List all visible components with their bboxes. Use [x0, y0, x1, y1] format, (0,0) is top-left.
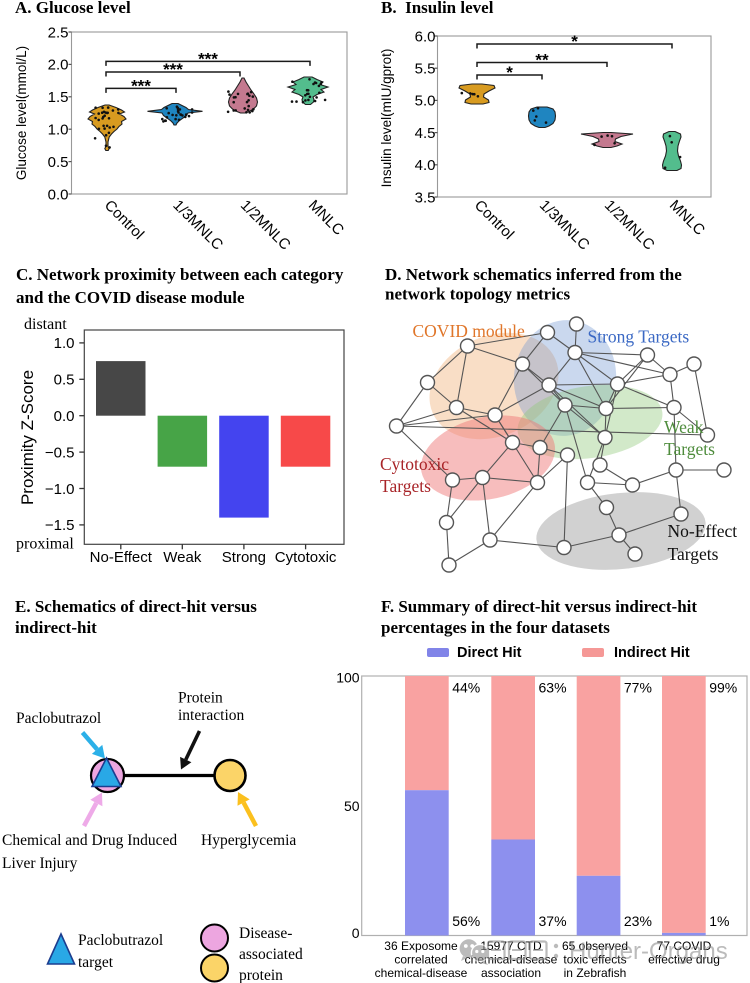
svg-text:Control: Control: [471, 197, 517, 243]
svg-text:Proximity Z-Score: Proximity Z-Score: [18, 370, 37, 505]
svg-text:Insulin level(mIU/gprot): Insulin level(mIU/gprot): [379, 49, 394, 188]
svg-text:63%: 63%: [539, 680, 567, 696]
svg-text:chemical-disease: chemical-disease: [375, 966, 468, 980]
svg-text:0.0: 0.0: [48, 186, 69, 203]
svg-text:***: ***: [131, 76, 151, 95]
svg-text:Indirect Hit: Indirect Hit: [614, 645, 690, 661]
svg-text:percentages in the four datase: percentages in the four datasets: [381, 618, 610, 637]
svg-text:toxic effects: toxic effects: [563, 953, 626, 967]
svg-text:4.5: 4.5: [415, 125, 436, 142]
svg-text:interaction: interaction: [178, 707, 245, 724]
svg-text:C. Network proximity between e: C. Network proximity between each catego…: [16, 265, 344, 284]
svg-text:1.5: 1.5: [48, 89, 69, 106]
svg-text:in Zebrafish: in Zebrafish: [564, 966, 627, 980]
svg-text:association: association: [481, 966, 541, 980]
svg-text:*: *: [571, 32, 578, 51]
svg-text:D. Network schematics inferred: D. Network schematics inferred from the: [385, 265, 682, 284]
svg-text:and the COVID disease module: and the COVID disease module: [16, 288, 245, 307]
svg-text:Strong: Strong: [222, 549, 266, 566]
svg-text:0.5: 0.5: [54, 372, 75, 389]
svg-text:E. Schematics of direct-hit ve: E. Schematics of direct-hit versus: [15, 597, 257, 616]
svg-text:50: 50: [344, 798, 360, 814]
svg-text:Disease-: Disease-: [239, 925, 292, 942]
svg-text:network topology metrics: network topology metrics: [385, 285, 570, 304]
svg-text:***: ***: [198, 49, 218, 68]
svg-text:No-Effect: No-Effect: [668, 521, 738, 541]
svg-text:65 observed: 65 observed: [562, 939, 628, 953]
svg-text:1/3MNLC: 1/3MNLC: [536, 197, 593, 254]
svg-text:−1.5: −1.5: [45, 517, 75, 534]
svg-text:Cytotoxic: Cytotoxic: [380, 454, 449, 474]
svg-text:6.0: 6.0: [415, 28, 436, 45]
svg-text:Protein: Protein: [178, 690, 223, 707]
svg-text:distant: distant: [24, 316, 67, 333]
svg-text:44%: 44%: [452, 680, 480, 696]
svg-text:Strong Targets: Strong Targets: [588, 327, 690, 347]
svg-text:Chemical and Drug Induced: Chemical and Drug Induced: [2, 832, 177, 849]
svg-text:5.0: 5.0: [415, 93, 436, 110]
svg-text:Weak: Weak: [664, 417, 704, 437]
svg-text:MNLC: MNLC: [666, 197, 708, 239]
svg-text:1/2MNLC: 1/2MNLC: [237, 197, 294, 254]
svg-text:Weak: Weak: [163, 549, 202, 566]
svg-text:F. Summary of direct-hit versu: F. Summary of direct-hit versus indirect…: [381, 597, 697, 616]
svg-text:protein: protein: [239, 967, 283, 983]
svg-text:Liver Injury: Liver Injury: [2, 855, 78, 872]
svg-text:Cytotoxic: Cytotoxic: [275, 549, 337, 566]
svg-text:Paclobutrazol: Paclobutrazol: [78, 932, 163, 949]
svg-text:2.0: 2.0: [48, 57, 69, 74]
svg-text:Hyperglycemia: Hyperglycemia: [201, 832, 296, 849]
svg-text:77 COVID: 77 COVID: [657, 939, 712, 953]
svg-text:77%: 77%: [624, 680, 652, 696]
svg-text:1%: 1%: [709, 913, 729, 929]
svg-text:*: *: [506, 63, 513, 82]
svg-text:Paclobutrazol: Paclobutrazol: [16, 710, 101, 727]
svg-text:100: 100: [336, 670, 360, 686]
svg-text:−1.0: −1.0: [45, 481, 75, 498]
svg-text:0.0: 0.0: [54, 408, 75, 425]
svg-text:3.5: 3.5: [415, 189, 436, 206]
svg-text:effective drug: effective drug: [648, 953, 720, 967]
svg-text:Direct Hit: Direct Hit: [457, 645, 522, 661]
svg-text:4.0: 4.0: [415, 157, 436, 174]
svg-text:Hunter-Organs: Hunter-Organs: [569, 938, 728, 965]
svg-text:99%: 99%: [709, 680, 737, 696]
svg-text:B. Insulin level: B. Insulin level: [381, 0, 494, 17]
svg-text:36 Exposome: 36 Exposome: [384, 939, 458, 953]
svg-text:correlated: correlated: [394, 953, 447, 967]
svg-text:associated: associated: [239, 946, 303, 963]
svg-text:0: 0: [352, 925, 360, 941]
svg-text:COVID module: COVID module: [413, 321, 526, 341]
svg-text:1/2MNLC: 1/2MNLC: [601, 197, 658, 254]
svg-text:Targets: Targets: [668, 544, 719, 564]
svg-text:−0.5: −0.5: [45, 444, 75, 461]
svg-text:Control: Control: [101, 197, 147, 243]
svg-text:2.5: 2.5: [48, 24, 69, 41]
svg-text:Targets: Targets: [380, 476, 431, 496]
svg-text:23%: 23%: [624, 913, 652, 929]
svg-text:Glucose level(mmol/L): Glucose level(mmol/L): [14, 46, 29, 180]
svg-text:MNLC: MNLC: [305, 197, 347, 239]
svg-text:1/3MNLC: 1/3MNLC: [169, 197, 226, 254]
svg-text:target: target: [78, 954, 114, 971]
svg-text:proximal: proximal: [16, 536, 74, 553]
svg-text:**: **: [535, 51, 549, 70]
svg-text:37%: 37%: [539, 913, 567, 929]
svg-text:No-Effect: No-Effect: [90, 549, 153, 566]
svg-text:1.0: 1.0: [48, 122, 69, 139]
svg-text:5.5: 5.5: [415, 61, 436, 78]
svg-text:A. Glucose level: A. Glucose level: [15, 0, 131, 17]
svg-text:***: ***: [163, 60, 183, 79]
svg-text:1.0: 1.0: [54, 335, 75, 352]
svg-text:0.5: 0.5: [48, 154, 69, 171]
svg-text:indirect-hit: indirect-hit: [15, 618, 97, 637]
svg-text:56%: 56%: [452, 913, 480, 929]
svg-text:Targets: Targets: [664, 439, 715, 459]
